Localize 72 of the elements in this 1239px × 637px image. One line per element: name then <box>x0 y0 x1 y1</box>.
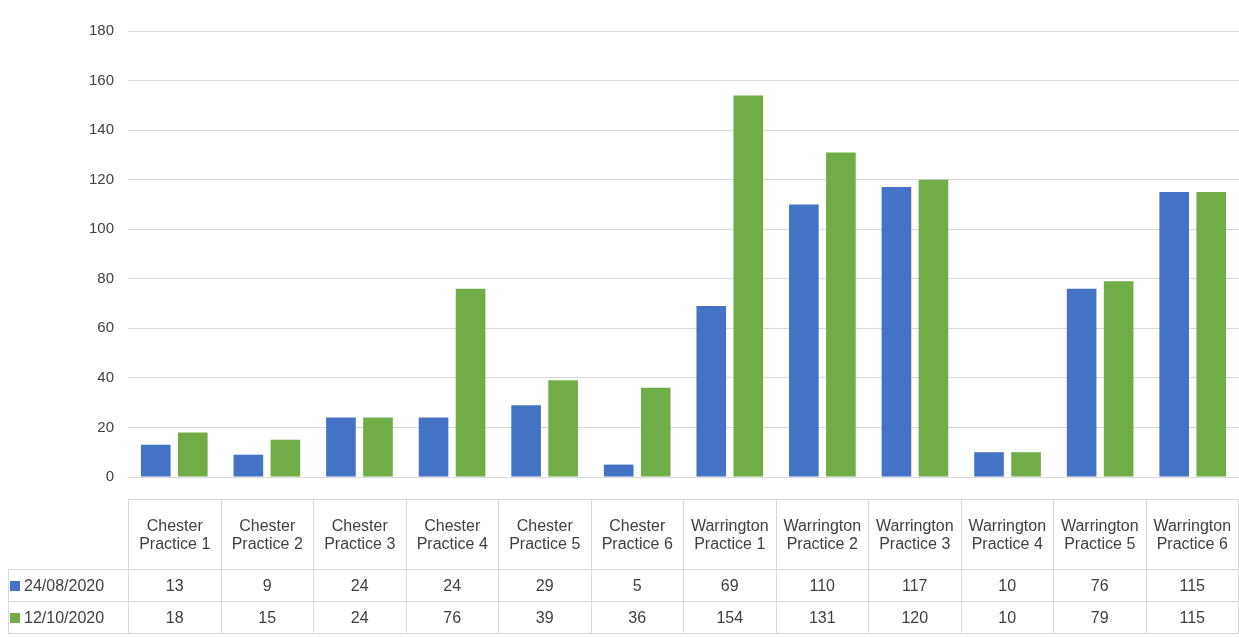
data-label: 120 <box>868 601 961 634</box>
bar <box>1196 192 1227 477</box>
bar <box>881 187 912 477</box>
x-tick-label: Chester Practice 4 <box>406 499 499 570</box>
data-label: 154 <box>683 601 776 634</box>
data-label: 10 <box>961 569 1054 602</box>
bar <box>789 204 819 477</box>
bar <box>640 387 671 477</box>
bar <box>363 417 393 477</box>
x-tick-label: Warrington Practice 1 <box>683 499 776 570</box>
data-label: 10 <box>961 601 1054 634</box>
legend-label: 24/08/2020 <box>8 569 129 602</box>
x-tick-label: Chester Practice 1 <box>128 499 221 570</box>
data-label: 115 <box>1146 569 1239 602</box>
bar <box>603 464 634 477</box>
bar <box>178 432 208 477</box>
x-tick-label: Warrington Practice 2 <box>776 499 869 570</box>
bar <box>1103 281 1134 477</box>
y-tick-label: 40 <box>97 368 114 386</box>
bar <box>233 454 264 477</box>
y-tick-label: 140 <box>88 120 114 138</box>
data-label: 36 <box>591 601 684 634</box>
data-label: 9 <box>221 569 314 602</box>
bar <box>140 444 171 477</box>
bar <box>418 417 449 477</box>
data-label: 18 <box>128 601 221 634</box>
data-label: 5 <box>591 569 684 602</box>
data-label: 15 <box>221 601 314 634</box>
bar <box>918 179 949 477</box>
y-tick-label: 180 <box>88 21 114 39</box>
x-tick-label: Chester Practice 2 <box>221 499 314 570</box>
y-tick-label: 60 <box>97 318 114 336</box>
bar <box>1066 288 1097 477</box>
x-tick-label: Chester Practice 3 <box>313 499 406 570</box>
data-label: 110 <box>776 569 869 602</box>
x-tick-label: Chester Practice 5 <box>498 499 591 570</box>
bar <box>826 152 856 477</box>
bar <box>733 95 764 477</box>
y-tick-label: 80 <box>97 268 114 286</box>
data-label: 24 <box>406 569 499 602</box>
bar <box>974 452 1004 477</box>
data-label: 24 <box>313 569 406 602</box>
x-tick-label: Warrington Practice 4 <box>961 499 1054 570</box>
bar <box>696 306 727 477</box>
y-tick-label: 0 <box>105 467 114 485</box>
x-tick-label: Chester Practice 6 <box>591 499 684 570</box>
x-tick-label: Warrington Practice 6 <box>1146 499 1239 570</box>
data-label: 69 <box>683 569 776 602</box>
bar <box>548 380 578 477</box>
data-label: 13 <box>128 569 221 602</box>
data-label: 117 <box>868 569 961 602</box>
bar <box>270 439 301 477</box>
data-label: 29 <box>498 569 591 602</box>
bar <box>455 288 486 477</box>
bar <box>1011 452 1041 477</box>
legend-label: 12/10/2020 <box>8 601 129 634</box>
y-tick-label: 160 <box>88 70 114 88</box>
y-tick-label: 120 <box>88 169 114 187</box>
data-label: 79 <box>1053 601 1146 634</box>
bar <box>326 417 356 477</box>
bar <box>1159 192 1190 477</box>
data-label: 131 <box>776 601 869 634</box>
data-label: 76 <box>406 601 499 634</box>
data-label: 39 <box>498 601 591 634</box>
data-label: 24 <box>313 601 406 634</box>
data-label: 76 <box>1053 569 1146 602</box>
x-tick-label: Warrington Practice 3 <box>868 499 961 570</box>
y-tick-label: 100 <box>88 219 114 237</box>
data-label: 115 <box>1146 601 1239 634</box>
x-tick-label: Warrington Practice 5 <box>1053 499 1146 570</box>
y-tick-label: 20 <box>97 417 114 435</box>
bar <box>511 405 541 477</box>
